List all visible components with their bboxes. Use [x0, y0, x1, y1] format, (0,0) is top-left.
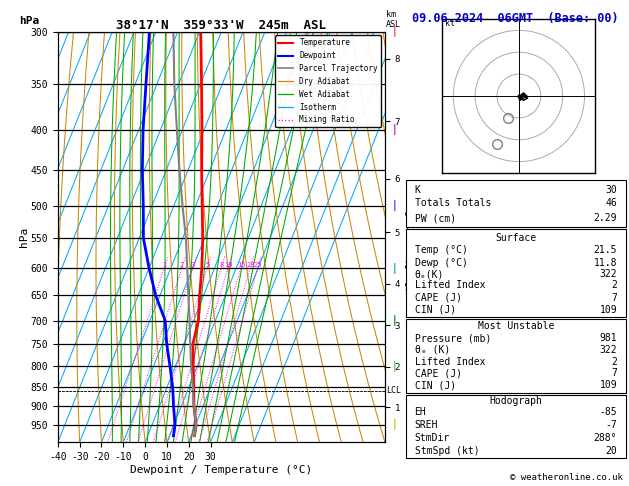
Text: 8: 8	[219, 262, 223, 268]
Y-axis label: hPa: hPa	[19, 227, 29, 247]
Text: 981: 981	[599, 333, 617, 343]
Legend: Temperature, Dewpoint, Parcel Trajectory, Dry Adiabat, Wet Adiabat, Isotherm, Mi: Temperature, Dewpoint, Parcel Trajectory…	[275, 35, 381, 127]
Text: 20: 20	[246, 262, 255, 268]
Text: Surface: Surface	[495, 233, 537, 243]
Text: Temp (°C): Temp (°C)	[415, 245, 467, 255]
Text: Totals Totals: Totals Totals	[415, 198, 491, 208]
Text: 25: 25	[253, 262, 262, 268]
Y-axis label: Mixing Ratio (g/kg): Mixing Ratio (g/kg)	[404, 181, 414, 293]
Text: |: |	[392, 26, 396, 37]
Text: 5: 5	[205, 262, 209, 268]
Text: CAPE (J): CAPE (J)	[415, 293, 462, 303]
Text: θₑ(K): θₑ(K)	[415, 269, 444, 279]
Text: 11.8: 11.8	[594, 258, 617, 268]
Text: 288°: 288°	[594, 433, 617, 443]
Text: |: |	[392, 200, 396, 211]
Text: hPa: hPa	[19, 16, 39, 26]
Text: 2: 2	[611, 357, 617, 366]
Text: SREH: SREH	[415, 420, 438, 430]
X-axis label: Dewpoint / Temperature (°C): Dewpoint / Temperature (°C)	[130, 465, 313, 475]
FancyBboxPatch shape	[406, 319, 626, 393]
Text: StmDir: StmDir	[415, 433, 450, 443]
Text: Dewp (°C): Dewp (°C)	[415, 258, 467, 268]
Text: CIN (J): CIN (J)	[415, 381, 455, 390]
Text: 109: 109	[599, 381, 617, 390]
Text: km
ASL: km ASL	[386, 10, 401, 29]
Text: 15: 15	[237, 262, 245, 268]
FancyBboxPatch shape	[406, 395, 626, 458]
Text: kt: kt	[445, 19, 455, 28]
Text: © weatheronline.co.uk: © weatheronline.co.uk	[510, 473, 623, 482]
FancyBboxPatch shape	[406, 229, 626, 317]
Text: StmSpd (kt): StmSpd (kt)	[415, 446, 479, 456]
Text: 20: 20	[605, 446, 617, 456]
Text: -7: -7	[605, 420, 617, 430]
Text: LCL: LCL	[386, 386, 401, 395]
Title: 38°17'N  359°33'W  245m  ASL: 38°17'N 359°33'W 245m ASL	[116, 18, 326, 32]
Text: CIN (J): CIN (J)	[415, 305, 455, 315]
Text: |: |	[392, 419, 396, 430]
Text: 3: 3	[191, 262, 195, 268]
Text: 7: 7	[611, 368, 617, 379]
Text: |: |	[392, 124, 396, 135]
Text: PW (cm): PW (cm)	[415, 213, 455, 223]
Text: 21.5: 21.5	[594, 245, 617, 255]
Text: |: |	[392, 361, 396, 372]
Text: Most Unstable: Most Unstable	[477, 321, 554, 331]
Text: 1: 1	[162, 262, 166, 268]
Text: Lifted Index: Lifted Index	[415, 357, 485, 366]
Text: 10: 10	[224, 262, 232, 268]
Text: 46: 46	[605, 198, 617, 208]
Text: 30: 30	[605, 185, 617, 195]
Text: 322: 322	[599, 269, 617, 279]
Text: Hodograph: Hodograph	[489, 396, 542, 406]
Text: Pressure (mb): Pressure (mb)	[415, 333, 491, 343]
Text: 109: 109	[599, 305, 617, 315]
Text: Lifted Index: Lifted Index	[415, 280, 485, 290]
Text: K: K	[415, 185, 420, 195]
Text: EH: EH	[415, 407, 426, 417]
Text: |: |	[392, 262, 396, 274]
Text: 2.29: 2.29	[594, 213, 617, 223]
Text: 7: 7	[611, 293, 617, 303]
Text: θₑ (K): θₑ (K)	[415, 345, 450, 355]
Text: 09.06.2024  06GMT  (Base: 00): 09.06.2024 06GMT (Base: 00)	[413, 12, 619, 25]
Text: |: |	[392, 315, 396, 326]
Text: -85: -85	[599, 407, 617, 417]
Text: CAPE (J): CAPE (J)	[415, 368, 462, 379]
Text: 2: 2	[180, 262, 184, 268]
Text: 2: 2	[611, 280, 617, 290]
FancyBboxPatch shape	[406, 180, 626, 227]
Text: 322: 322	[599, 345, 617, 355]
